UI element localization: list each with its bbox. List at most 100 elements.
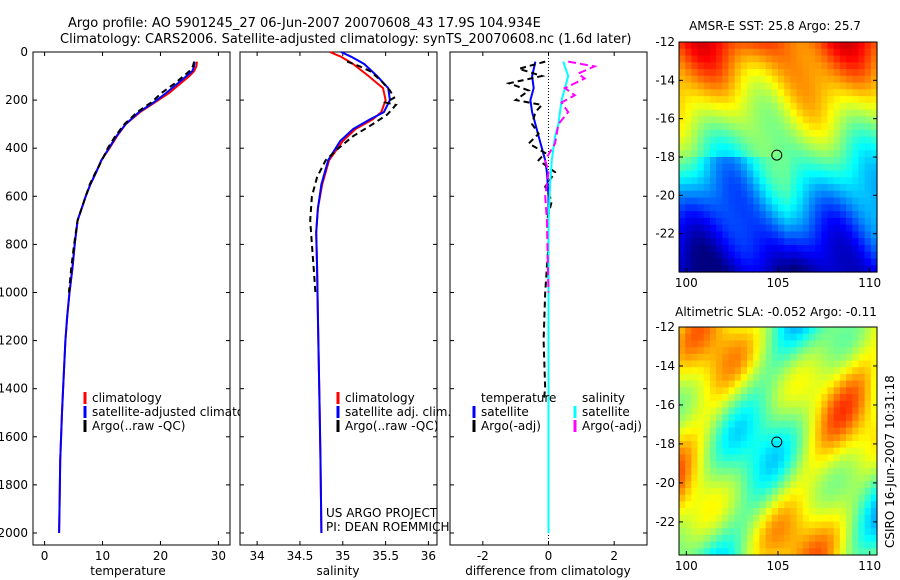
heatmap-cell	[784, 514, 791, 523]
heatmap-cell	[709, 150, 717, 158]
heatmap-cell	[808, 42, 816, 50]
heatmap-cell	[827, 157, 835, 165]
heatmap-cell	[858, 474, 866, 482]
heatmap-cell	[778, 157, 785, 165]
heatmap-cell	[827, 116, 835, 124]
heatmap-cell	[796, 467, 804, 476]
heatmap-cell	[734, 102, 742, 111]
heatmap-cell	[796, 521, 804, 529]
heatmap-cell	[870, 521, 878, 529]
heatmap-cell	[709, 494, 717, 502]
heatmap-cell	[846, 528, 853, 536]
heatmap-cell	[802, 123, 810, 131]
heatmap-cell	[870, 163, 878, 172]
heatmap-cell	[864, 116, 872, 124]
heatmap-cell	[716, 333, 723, 342]
heatmap-cell	[846, 62, 853, 70]
heatmap-cell	[740, 211, 748, 219]
heatmap-cell	[703, 333, 711, 342]
heatmap-cell	[839, 89, 847, 97]
heatmap-cell	[833, 467, 841, 476]
heatmap-cell	[784, 163, 791, 172]
heatmap-cell	[722, 481, 730, 489]
heatmap-cell	[790, 481, 798, 489]
heatmap-cell	[679, 414, 686, 422]
heatmap-cell	[864, 367, 872, 375]
heatmap-cell	[734, 420, 742, 429]
heatmap-cell	[846, 190, 853, 199]
heatmap-cell	[765, 62, 773, 70]
heatmap-cell	[691, 42, 699, 50]
heatmap-cell	[771, 447, 779, 456]
heatmap-cell	[691, 380, 699, 388]
heatmap-cell	[802, 129, 810, 138]
heatmap-cell	[691, 251, 699, 260]
heatmap-cell	[802, 143, 810, 151]
heatmap-cell	[815, 353, 822, 362]
heatmap-cell	[709, 129, 717, 138]
y-tick-label: 1000	[0, 285, 28, 299]
heatmap-cell	[728, 514, 736, 523]
heatmap-cell	[691, 487, 699, 496]
heatmap-cell	[858, 380, 866, 388]
heatmap-cell	[839, 129, 847, 138]
heatmap-cell	[728, 251, 736, 260]
heatmap-cell	[734, 333, 742, 342]
heatmap-cell	[740, 238, 748, 246]
heatmap-cell	[808, 427, 816, 435]
heatmap-cell	[778, 387, 785, 395]
heatmap-cell	[716, 251, 723, 260]
heatmap-cell	[778, 467, 785, 476]
heatmap-cell	[679, 487, 686, 496]
heatmap-cell	[778, 102, 785, 111]
heatmap-cell	[703, 347, 711, 355]
heatmap-cell	[679, 534, 686, 543]
heatmap-cell	[858, 42, 866, 50]
y-tick-label: 1200	[0, 334, 28, 348]
heatmap-cell	[765, 204, 773, 212]
heatmap-cell	[870, 548, 878, 556]
heatmap-cell	[821, 487, 829, 496]
heatmap-cell	[852, 48, 860, 57]
heatmap-cell	[858, 55, 866, 63]
heatmap-cell	[815, 447, 822, 456]
x-tick-label: 0	[545, 549, 553, 563]
heatmap-cell	[827, 55, 835, 63]
heatmap-cell	[815, 467, 822, 476]
heatmap-cell	[685, 340, 692, 348]
heatmap-cell	[870, 360, 878, 368]
heatmap-cell	[784, 340, 791, 348]
heatmap-cell	[679, 82, 686, 90]
heatmap-cell	[852, 55, 860, 63]
heatmap-cell	[759, 541, 767, 549]
heatmap-cell	[808, 163, 816, 172]
heatmap-cell	[734, 251, 742, 260]
heatmap-cell	[815, 197, 822, 205]
heatmap-cell	[846, 265, 853, 273]
heatmap-cell	[796, 501, 804, 509]
heatmap-cell	[802, 163, 810, 172]
heatmap-cell	[685, 347, 692, 355]
heatmap-cell	[685, 481, 692, 489]
heatmap-cell	[858, 534, 866, 543]
heatmap-cell	[716, 265, 723, 273]
heatmap-cell	[784, 231, 791, 239]
heatmap-cell	[802, 474, 810, 482]
heatmap-cell	[734, 387, 742, 395]
heatmap-cell	[852, 190, 860, 199]
heatmap-cell	[709, 224, 717, 233]
heatmap-cell	[864, 481, 872, 489]
heatmap-cell	[771, 367, 779, 375]
heatmap-cell	[796, 327, 804, 335]
heatmap-cell	[685, 69, 692, 77]
heatmap-cell	[870, 353, 878, 362]
heatmap-cell	[703, 190, 711, 199]
heatmap-cell	[709, 265, 717, 273]
heatmap-cell	[722, 251, 730, 260]
heatmap-cell	[722, 69, 730, 77]
heatmap-cell	[864, 143, 872, 151]
heatmap-cell	[790, 102, 798, 111]
heatmap-cell	[722, 96, 730, 104]
heatmap-cell	[685, 514, 692, 523]
heatmap-cell	[821, 514, 829, 523]
